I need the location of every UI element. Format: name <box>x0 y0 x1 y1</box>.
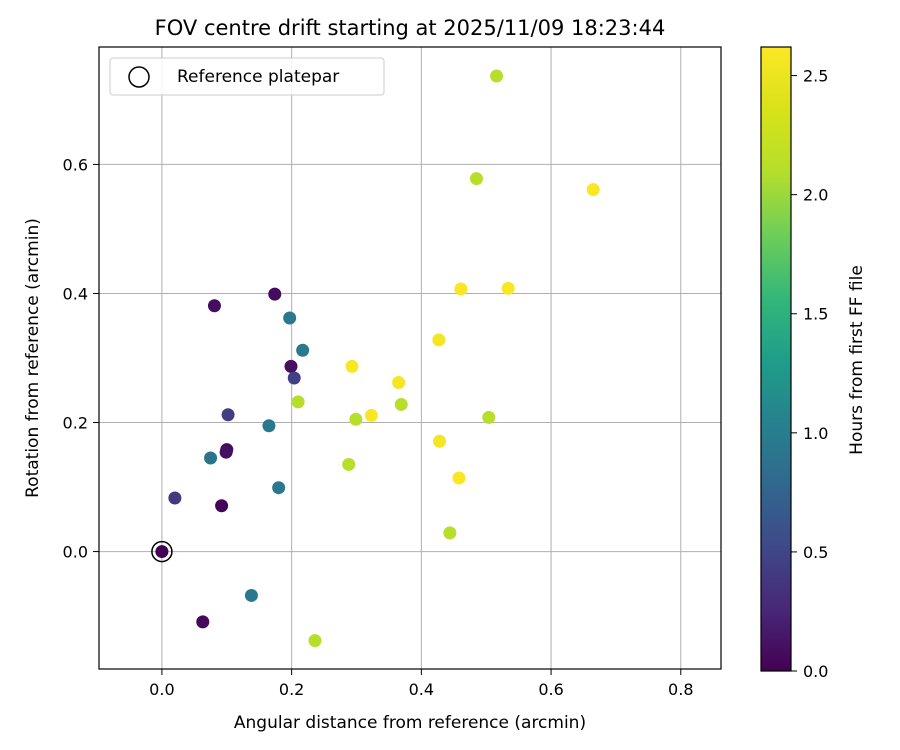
data-point <box>586 183 600 197</box>
y-tick-label: 0.0 <box>63 543 88 562</box>
colorbar-gradient <box>761 47 791 671</box>
colorbar-tick-label: 1.0 <box>803 424 828 443</box>
colorbar-frame <box>760 46 792 672</box>
x-tick-label: 0.0 <box>149 680 174 699</box>
colorbar-ticks: 0.0 0.5 1.0 1.5 2.0 2.5 <box>791 67 828 681</box>
x-axis-ticks: 0.0 0.2 0.4 0.6 0.8 <box>149 669 694 699</box>
data-point <box>155 545 169 559</box>
y-tick-label: 0.4 <box>63 284 88 303</box>
data-point <box>454 282 468 296</box>
data-point <box>452 471 466 485</box>
data-point <box>204 451 218 465</box>
colorbar-tick-label: 2.5 <box>803 67 828 86</box>
x-tick-label: 0.4 <box>409 680 434 699</box>
colorbar-tick-label: 0.0 <box>803 662 828 681</box>
data-point <box>244 588 258 602</box>
data-point <box>349 412 363 426</box>
data-point <box>394 397 408 411</box>
data-point <box>345 359 359 373</box>
data-point <box>501 281 515 295</box>
colorbar-tick-label: 2.0 <box>803 186 828 205</box>
data-point <box>268 287 282 301</box>
data-point <box>215 499 229 513</box>
data-point <box>287 371 301 385</box>
data-point <box>272 481 286 495</box>
reference-marker-group <box>151 540 173 563</box>
data-point <box>291 395 305 409</box>
data-point <box>490 69 504 83</box>
data-point <box>207 299 221 313</box>
data-point <box>196 615 210 629</box>
data-point <box>284 359 298 373</box>
data-point <box>364 408 378 422</box>
data-point <box>221 408 235 422</box>
legend-label: Reference platepar <box>177 67 339 87</box>
data-point <box>296 343 310 357</box>
colorbar-tick-label: 1.5 <box>803 305 828 324</box>
data-point <box>262 419 276 433</box>
y-tick-label: 0.6 <box>63 155 88 174</box>
colorbar: 0.0 0.5 1.0 1.5 2.0 2.5 Hours from first FF f… <box>760 46 867 681</box>
x-axis-label: Angular distance from reference (arcmin) <box>234 713 586 733</box>
reference-platepar-marker <box>151 540 173 563</box>
data-point <box>168 491 182 505</box>
y-axis-ticks: 0.0 0.2 0.4 0.6 <box>63 155 99 562</box>
data-points <box>155 69 600 648</box>
y-tick-label: 0.2 <box>63 414 88 433</box>
y-axis-label: Rotation from reference (arcmin) <box>23 218 43 498</box>
data-point <box>392 376 406 390</box>
legend-box <box>109 57 385 96</box>
data-point <box>219 445 233 459</box>
x-tick-label: 0.2 <box>279 680 304 699</box>
colorbar-label: Hours from first FF file <box>847 265 867 455</box>
data-point <box>342 457 356 471</box>
data-point <box>482 410 496 424</box>
legend-marker-icon <box>128 66 150 88</box>
data-point <box>433 434 447 448</box>
plot-area <box>99 47 721 669</box>
plot-frame <box>98 46 722 670</box>
x-tick-label: 0.8 <box>668 680 693 699</box>
chart-title: FOV centre drift starting at 2025/11/09 … <box>155 16 666 40</box>
data-point <box>469 172 483 186</box>
data-point <box>443 526 457 540</box>
x-tick-label: 0.6 <box>538 680 563 699</box>
grid-lines <box>99 47 721 669</box>
colorbar-tick-label: 0.5 <box>803 543 828 562</box>
data-point <box>432 333 446 347</box>
data-point <box>308 634 322 648</box>
data-point <box>283 311 297 325</box>
legend: Reference platepar <box>109 57 385 96</box>
